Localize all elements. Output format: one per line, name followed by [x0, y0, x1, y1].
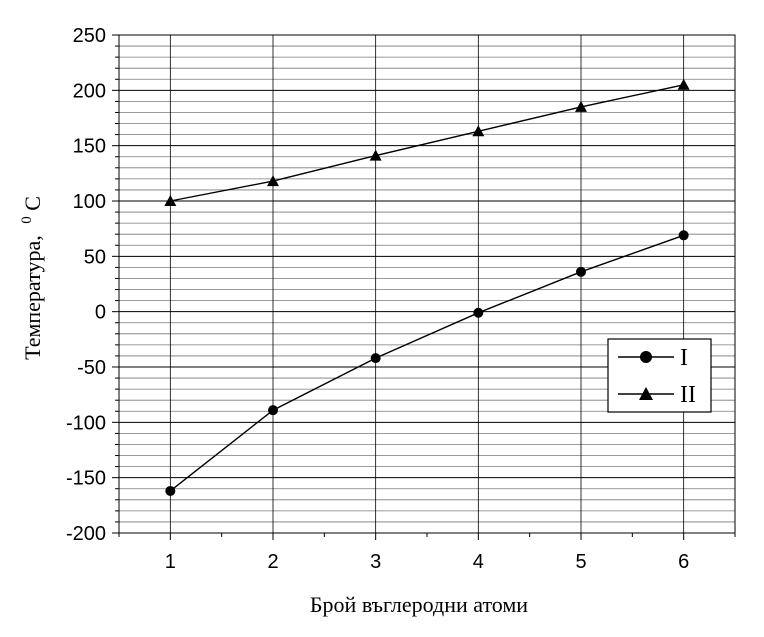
x-tick-label: 5: [575, 551, 586, 573]
x-axis-title: Брой въглеродни атоми: [310, 592, 528, 617]
series-1: [165, 230, 689, 496]
data-point: [164, 195, 177, 206]
data-point: [575, 100, 587, 112]
x-tick-label: 1: [165, 551, 176, 573]
y-axis-title: Температура, 0 C: [11, 196, 45, 360]
data-point: [678, 230, 689, 241]
data-point: [369, 149, 382, 161]
y-tick-label: 50: [84, 246, 106, 268]
y-axis-title-unit: C: [20, 196, 45, 211]
tick-labels: -200 -150 -100 -50 0 50 100 150 200 250 1 2 3 4 5 6: [66, 25, 689, 573]
series-line: [169, 234, 684, 492]
y-tick-label: 150: [73, 136, 106, 158]
y-tick-label: 100: [73, 191, 106, 213]
x-tick-label: 2: [267, 551, 278, 573]
series-layer: [164, 78, 690, 496]
y-tick-label: 200: [73, 80, 106, 102]
legend-label: II: [680, 382, 696, 408]
x-tick-label: 4: [473, 551, 484, 573]
x-tick-label: 6: [678, 551, 689, 573]
legend-marker: [639, 387, 653, 400]
axes: [112, 34, 736, 540]
data-point: [268, 405, 278, 416]
y-axis-title-unit-sup: 0: [19, 216, 35, 224]
data-point: [165, 485, 176, 496]
data-point: [473, 307, 484, 318]
legend-marker: [640, 351, 652, 363]
data-point: [677, 78, 690, 90]
legend-label: I: [680, 345, 688, 371]
legend-entry: I: [618, 345, 688, 371]
y-tick-label: 250: [73, 25, 106, 47]
data-point: [267, 175, 279, 187]
y-tick-label: -100: [66, 412, 106, 434]
y-tick-label: -150: [66, 468, 106, 490]
y-axis-title-text: Температура,: [20, 235, 45, 360]
y-tick-label: -50: [77, 357, 106, 379]
legend-box: [607, 338, 712, 413]
y-tick-label: -200: [66, 523, 106, 545]
legend-entry: II: [618, 382, 696, 408]
legend: III: [607, 338, 712, 413]
y-tick-label: 0: [95, 302, 106, 324]
series-line: [170, 84, 684, 202]
data-point: [472, 125, 485, 137]
x-tick-label: 3: [370, 551, 381, 573]
data-point: [576, 266, 586, 277]
data-point: [370, 353, 381, 364]
series-2: [164, 78, 690, 206]
